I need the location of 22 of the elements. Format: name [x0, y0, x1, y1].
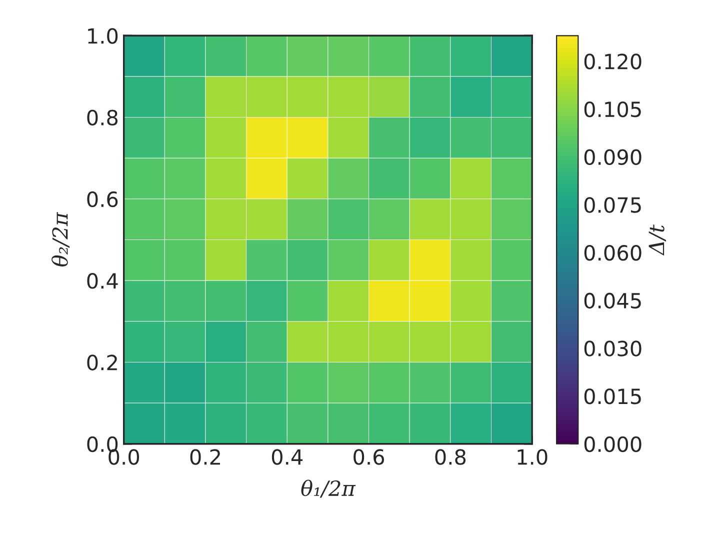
y-tick-label: 0.8: [87, 110, 118, 126]
y-tick-label: 1.0: [88, 28, 118, 44]
y-tick-label: 0.4: [87, 273, 118, 289]
y-tick-label: 0.6: [87, 191, 118, 208]
y-tick-label: 0.2: [87, 354, 117, 370]
color-bar-label: 0.060: [584, 244, 642, 261]
color-bar-label: 0.075: [584, 197, 641, 213]
x-axis-title: θ₁/2π: [301, 480, 356, 498]
x-tick-label: 1.0: [518, 449, 548, 465]
color-bar-label: 0.120: [584, 54, 642, 70]
y-axis-title: θ₂/2π: [52, 212, 70, 266]
x-tick-label: 0.2: [190, 449, 220, 465]
color-bar-label: 0.030: [584, 340, 642, 356]
x-tick-label: 0.4: [272, 449, 303, 465]
color-bar-label: 0.000: [584, 436, 642, 452]
color-bar-label: 0.045: [584, 292, 641, 309]
color-bar-label: 0.090: [584, 149, 642, 166]
color-bar-label: 0.105: [584, 101, 641, 118]
x-tick-label: 0.6: [354, 449, 384, 465]
color-bar-label: 0.015: [584, 388, 641, 404]
color-bar-title: Δ/t: [648, 224, 666, 256]
x-tick-label: 0.8: [435, 449, 466, 465]
